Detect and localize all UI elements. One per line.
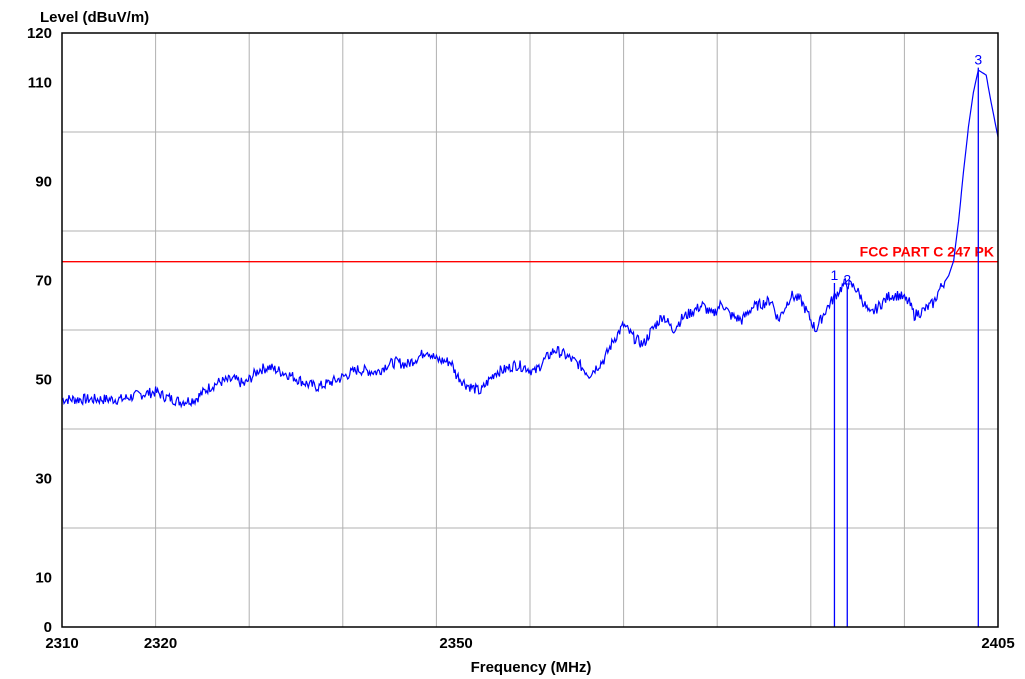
x-axis-label: Frequency (MHz): [471, 659, 592, 676]
y-tick-labels: 0 10 30 50 70 90 110 120: [27, 25, 52, 636]
limit-line-label: FCC PART C 247 PK: [860, 244, 994, 260]
y-tick-0: 0: [44, 619, 52, 636]
marker-3-label: 3: [974, 52, 982, 68]
y-tick-110: 110: [28, 75, 52, 92]
y-axis-label: Level (dBuV/m): [40, 9, 149, 26]
y-tick-120: 120: [27, 25, 52, 42]
trace-group: [61, 69, 999, 409]
x-tick-labels: 2310 2320 2350 2405: [45, 635, 1014, 652]
plot-frame: [61, 32, 999, 628]
y-tick-90: 90: [35, 174, 52, 191]
marker-2-label: 2: [843, 271, 851, 287]
marker-1-label: 1: [831, 267, 839, 283]
plot-grid: [62, 33, 998, 627]
x-tick-2320: 2320: [144, 635, 177, 652]
x-tick-2405: 2405: [981, 635, 1014, 652]
y-tick-70: 70: [35, 273, 52, 290]
plot-frame-group: [61, 32, 999, 628]
markers-group: 1 2 3: [831, 52, 982, 627]
y-tick-10: 10: [35, 570, 52, 587]
y-tick-30: 30: [35, 471, 52, 488]
x-tick-2310: 2310: [45, 635, 78, 652]
measurement-trace: [61, 69, 999, 409]
x-tick-2350: 2350: [439, 635, 472, 652]
limit-line-group: FCC PART C 247 PK: [62, 244, 998, 263]
y-tick-50: 50: [35, 372, 52, 389]
